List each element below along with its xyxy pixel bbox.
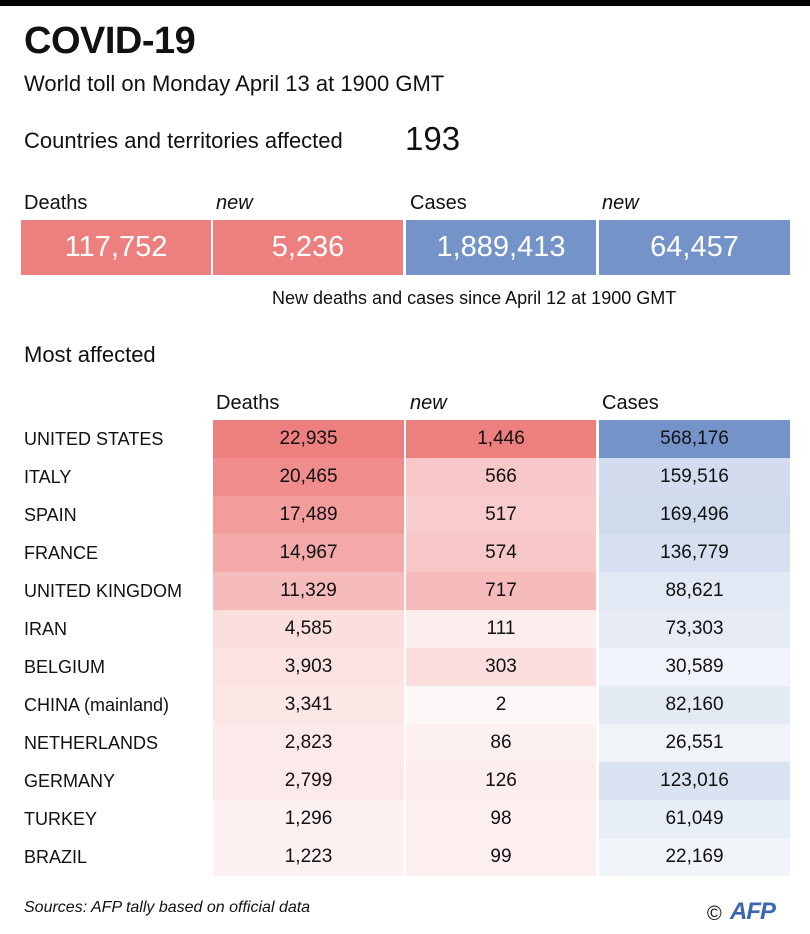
page-title: COVID-19 — [24, 20, 196, 62]
cases-cell: 22,169 — [599, 838, 790, 876]
cases-cell: 88,621 — [599, 572, 790, 610]
cases-cell: 123,016 — [599, 762, 790, 800]
table-row: CHINA (mainland) 3,341 2 82,160 — [0, 686, 810, 724]
cases-cell: 568,176 — [599, 420, 790, 458]
deaths-cell: 3,903 — [213, 648, 404, 686]
new-cell: 1,446 — [406, 420, 596, 458]
summary-cases-header: Cases — [410, 192, 467, 214]
deaths-cell: 11,329 — [213, 572, 404, 610]
new-cell: 86 — [406, 724, 596, 762]
afp-logo: AFP — [730, 898, 776, 925]
deaths-cell: 14,967 — [213, 534, 404, 572]
summary-cases-new-value: 64,457 — [650, 231, 739, 263]
summary-cases-box: 1,889,413 — [406, 220, 596, 275]
column-header-deaths: Deaths — [216, 392, 280, 414]
table-title: Most affected — [24, 342, 156, 367]
country-name: ITALY — [24, 467, 72, 487]
cases-cell: 30,589 — [599, 648, 790, 686]
new-cell: 99 — [406, 838, 596, 876]
table-row: IRAN 4,585 111 73,303 — [0, 610, 810, 648]
column-header-cases: Cases — [602, 392, 659, 414]
summary-cases-new-box: 64,457 — [599, 220, 790, 275]
summary-deaths-header: Deaths — [24, 192, 88, 214]
new-cell: 517 — [406, 496, 596, 534]
country-name: UNITED STATES — [24, 429, 164, 449]
country-name: SPAIN — [24, 505, 77, 525]
summary-deaths-new-header: new — [216, 192, 253, 214]
cases-cell: 169,496 — [599, 496, 790, 534]
page-subtitle: World toll on Monday April 13 at 1900 GM… — [24, 71, 445, 96]
cases-cell: 159,516 — [599, 458, 790, 496]
table-row: NETHERLANDS 2,823 86 26,551 — [0, 724, 810, 762]
deaths-cell: 2,823 — [213, 724, 404, 762]
summary-cases-new-header: new — [602, 192, 639, 214]
table-row: UNITED STATES 22,935 1,446 568,176 — [0, 420, 810, 458]
table-row: BRAZIL 1,223 99 22,169 — [0, 838, 810, 876]
summary-note: New deaths and cases since April 12 at 1… — [272, 288, 677, 308]
country-name: IRAN — [24, 619, 68, 639]
country-name: NETHERLANDS — [24, 733, 159, 753]
deaths-cell: 1,223 — [213, 838, 404, 876]
new-cell: 2 — [406, 686, 596, 724]
deaths-cell: 22,935 — [213, 420, 404, 458]
new-cell: 126 — [406, 762, 596, 800]
summary-deaths-new-value: 5,236 — [271, 231, 345, 263]
summary-deaths-box: 117,752 — [21, 220, 211, 275]
deaths-cell: 3,341 — [213, 686, 404, 724]
deaths-cell: 1,296 — [213, 800, 404, 838]
copyright-icon: © — [707, 903, 722, 925]
summary-deaths-value: 117,752 — [64, 231, 168, 263]
deaths-cell: 20,465 — [213, 458, 404, 496]
new-cell: 111 — [406, 610, 596, 648]
new-cell: 98 — [406, 800, 596, 838]
cases-cell: 82,160 — [599, 686, 790, 724]
summary-deaths-new-box: 5,236 — [213, 220, 403, 275]
countries-label: Countries and territories affected — [24, 128, 343, 153]
table-row: SPAIN 17,489 517 169,496 — [0, 496, 810, 534]
summary-cases-value: 1,889,413 — [436, 231, 566, 263]
country-name: GERMANY — [24, 771, 116, 791]
deaths-cell: 2,799 — [213, 762, 404, 800]
new-cell: 717 — [406, 572, 596, 610]
country-name: CHINA (mainland) — [24, 695, 170, 715]
country-name: UNITED KINGDOM — [24, 581, 183, 601]
new-cell: 574 — [406, 534, 596, 572]
table-row: FRANCE 14,967 574 136,779 — [0, 534, 810, 572]
country-name: FRANCE — [24, 543, 99, 563]
cases-cell: 73,303 — [599, 610, 790, 648]
countries-value: 193 — [405, 120, 461, 157]
cases-cell: 61,049 — [599, 800, 790, 838]
table-row: ITALY 20,465 566 159,516 — [0, 458, 810, 496]
top-bar — [0, 0, 810, 6]
country-name: BRAZIL — [24, 847, 88, 867]
deaths-cell: 17,489 — [213, 496, 404, 534]
table-row: TURKEY 1,296 98 61,049 — [0, 800, 810, 838]
new-cell: 566 — [406, 458, 596, 496]
country-name: TURKEY — [24, 809, 98, 829]
column-header-new: new — [410, 392, 447, 414]
table-row: UNITED KINGDOM 11,329 717 88,621 — [0, 572, 810, 610]
deaths-cell: 4,585 — [213, 610, 404, 648]
cases-cell: 136,779 — [599, 534, 790, 572]
new-cell: 303 — [406, 648, 596, 686]
source-note: Sources: AFP tally based on official dat… — [24, 899, 311, 916]
table-row: GERMANY 2,799 126 123,016 — [0, 762, 810, 800]
cases-cell: 26,551 — [599, 724, 790, 762]
table-row: BELGIUM 3,903 303 30,589 — [0, 648, 810, 686]
country-name: BELGIUM — [24, 657, 106, 677]
